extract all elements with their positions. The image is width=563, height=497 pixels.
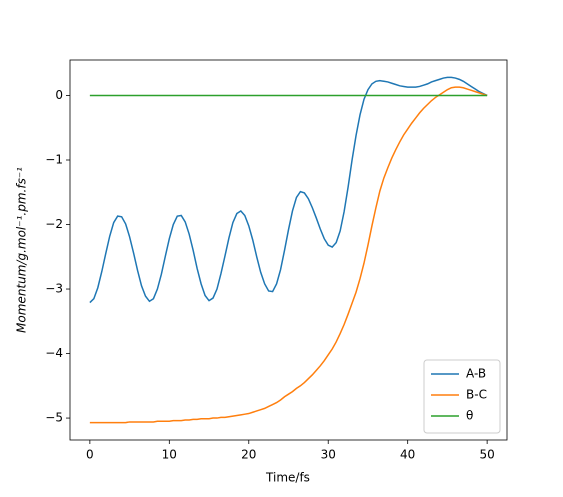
y-tick-label: 0: [55, 88, 63, 102]
x-tick-label: 10: [162, 448, 177, 462]
x-tick-label: 50: [479, 448, 494, 462]
x-tick-label: 40: [400, 448, 415, 462]
legend-label: B-C: [466, 388, 487, 402]
y-tick-label: −3: [45, 282, 63, 296]
y-tick-label: −1: [45, 153, 63, 167]
x-tick-label: 0: [86, 448, 94, 462]
y-tick-label: −2: [45, 217, 63, 231]
y-tick-label: −4: [45, 346, 63, 360]
plot-frame: [69, 59, 508, 441]
y-tick-label: −5: [45, 411, 63, 425]
legend: A-B B-C θ: [423, 359, 501, 434]
x-axis-label: Time/fs: [265, 471, 310, 485]
y-axis-label: Momentum/g.mol⁻¹.pm.fs⁻¹: [15, 167, 29, 333]
legend-label: θ: [466, 409, 473, 423]
line-series: [89, 86, 488, 424]
legend-box: [423, 359, 501, 434]
x-tick-label: 20: [241, 448, 256, 462]
line-series: [89, 76, 488, 304]
legend-label: A-B: [466, 367, 486, 381]
x-tick-label: 30: [321, 448, 336, 462]
